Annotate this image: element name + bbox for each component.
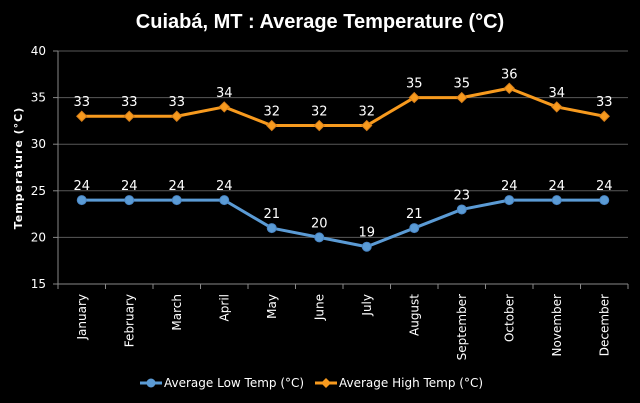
data-point xyxy=(456,91,468,104)
data-label: 24 xyxy=(596,179,613,194)
data-point xyxy=(408,91,420,104)
legend-marker xyxy=(321,378,331,388)
data-label: 34 xyxy=(548,86,565,101)
data-point xyxy=(598,110,610,122)
legend-label: Average Low Temp (°C) xyxy=(164,376,304,390)
legend-marker xyxy=(146,378,156,388)
data-point xyxy=(171,195,182,206)
x-tick-label: November xyxy=(550,294,564,356)
gridlines xyxy=(58,50,628,238)
data-point xyxy=(219,195,230,206)
data-label: 19 xyxy=(358,226,375,241)
data-label: 32 xyxy=(311,105,328,120)
data-label: 24 xyxy=(216,179,233,194)
series-high: 33 33 33 34 32 32 32 35 35 36 34 33 xyxy=(73,67,613,132)
x-tick-label: June xyxy=(312,294,326,321)
y-axis-label: Temperature (°C) xyxy=(12,107,25,230)
series-line xyxy=(81,86,605,128)
x-tick-label: April xyxy=(217,294,231,321)
y-axis-ticks: 15 20 25 30 35 40 xyxy=(31,44,46,291)
data-label: 33 xyxy=(73,95,90,110)
data-point xyxy=(266,119,278,132)
y-tick-label: 25 xyxy=(31,184,46,198)
axes xyxy=(53,50,629,289)
data-point xyxy=(313,119,325,132)
data-label: 24 xyxy=(168,179,185,194)
data-label: 24 xyxy=(121,179,138,194)
data-label: 33 xyxy=(168,95,185,110)
series-line xyxy=(81,198,605,249)
legend-label: Average High Temp (°C) xyxy=(339,376,483,390)
x-tick-label: October xyxy=(502,294,516,342)
series-group: 24 24 24 24 21 20 19 21 23 24 24 24 33 33 33 34 32 32 32 35… xyxy=(73,67,613,252)
x-tick-label: July xyxy=(360,294,374,317)
data-label: 35 xyxy=(406,77,423,92)
data-label: 33 xyxy=(121,95,138,110)
data-point xyxy=(409,223,420,234)
series-low: 24 24 24 24 21 20 19 21 23 24 24 24 xyxy=(73,179,613,252)
data-label: 20 xyxy=(311,216,328,231)
data-label: 24 xyxy=(548,179,565,194)
y-tick-label: 15 xyxy=(31,277,46,291)
data-point xyxy=(123,110,135,122)
y-tick-label: 40 xyxy=(31,44,46,58)
data-label: 34 xyxy=(216,86,233,101)
data-label: 33 xyxy=(596,95,613,110)
y-tick-label: 30 xyxy=(31,137,46,151)
data-point xyxy=(551,195,562,206)
legend-item: Average High Temp (°C) xyxy=(315,376,483,390)
y-tick-label: 35 xyxy=(31,91,46,105)
data-point xyxy=(551,101,563,113)
x-tick-label: February xyxy=(122,294,136,347)
y-tick-label: 20 xyxy=(31,230,46,244)
data-point xyxy=(456,204,467,215)
x-tick-label: August xyxy=(407,294,421,336)
x-tick-label: December xyxy=(597,294,611,356)
data-point xyxy=(218,101,230,113)
data-label: 32 xyxy=(263,105,280,120)
data-point xyxy=(171,110,183,122)
data-point xyxy=(503,82,515,94)
data-point xyxy=(124,195,135,206)
x-tick-label: September xyxy=(455,294,469,360)
data-point xyxy=(76,195,87,206)
legend: Average Low Temp (°C) Average High Temp (… xyxy=(140,376,483,390)
data-point xyxy=(504,195,515,206)
data-point xyxy=(314,232,325,243)
x-tick-label: May xyxy=(265,294,279,319)
data-point xyxy=(266,223,277,234)
data-label: 35 xyxy=(453,77,470,92)
x-tick-label: January xyxy=(75,294,89,341)
x-axis-ticks: January February March April May June July Augu… xyxy=(75,294,612,361)
data-label: 21 xyxy=(406,207,423,222)
x-tick-label: March xyxy=(170,294,184,331)
data-label: 36 xyxy=(501,67,518,82)
data-point xyxy=(361,241,372,252)
data-point xyxy=(599,195,610,206)
data-label: 21 xyxy=(263,207,280,222)
data-point xyxy=(361,119,373,132)
data-label: 24 xyxy=(73,179,90,194)
legend-item: Average Low Temp (°C) xyxy=(140,376,304,390)
data-label: 24 xyxy=(501,179,518,194)
chart-title: Cuiabá, MT : Average Temperature (°C) xyxy=(136,11,504,33)
data-label: 23 xyxy=(453,188,470,203)
data-point xyxy=(76,110,88,122)
data-label: 32 xyxy=(358,105,375,120)
